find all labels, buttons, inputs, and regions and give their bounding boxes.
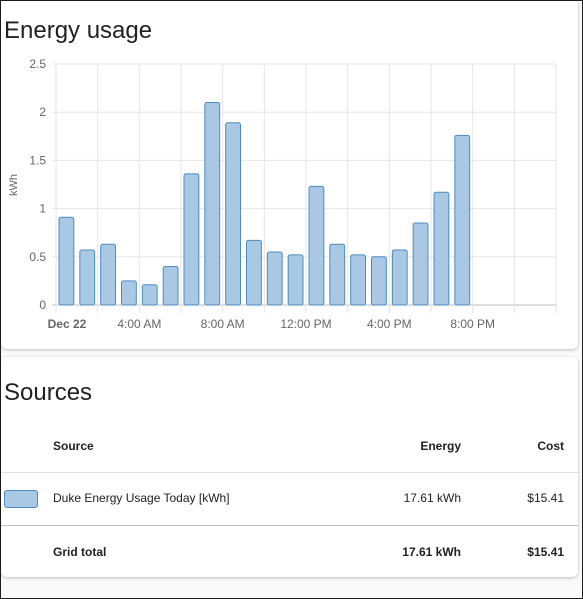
x-tick-label: 12:00 PM xyxy=(280,317,331,331)
x-tick-label: Dec 22 xyxy=(48,317,87,331)
grid-total-label: Grid total xyxy=(53,545,107,559)
energy-bar[interactable] xyxy=(266,251,283,306)
source-color-swatch xyxy=(4,490,38,508)
energy-bar[interactable] xyxy=(329,243,346,306)
energy-bar[interactable] xyxy=(287,254,304,306)
energy-bar[interactable] xyxy=(433,191,450,306)
y-tick-label: 0 xyxy=(39,298,46,312)
energy-bar[interactable] xyxy=(391,249,408,306)
energy-bar[interactable] xyxy=(183,173,200,306)
energy-usage-card: Energy usage 0 0.5 1 1.5 2 2.5 Dec 22 4:00 AM 8… xyxy=(1,1,578,349)
total-divider xyxy=(1,525,578,526)
energy-usage-chart: 0 0.5 1 1.5 2 2.5 Dec 22 4:00 AM 8:00 AM 12:00 P… xyxy=(8,57,557,331)
energy-bar[interactable] xyxy=(246,239,262,306)
energy-bar[interactable] xyxy=(141,284,158,306)
energy-usage-title: Energy usage xyxy=(4,17,153,44)
energy-bar[interactable] xyxy=(100,243,116,306)
y-tick-label: 2 xyxy=(39,105,46,119)
energy-bar[interactable] xyxy=(308,185,325,306)
y-tick-label: 1.5 xyxy=(29,153,46,167)
x-tick-label: 8:00 AM xyxy=(201,317,245,331)
y-tick-label: 0.5 xyxy=(29,250,46,264)
x-tick-label: 8:00 PM xyxy=(450,317,495,331)
energy-bar[interactable] xyxy=(350,254,366,306)
energy-bar[interactable] xyxy=(225,122,242,306)
energy-column-header: Energy xyxy=(420,439,461,453)
y-tick-label: 2.5 xyxy=(29,57,46,71)
source-column-header: Source xyxy=(53,439,94,453)
source-cost: $15.41 xyxy=(527,491,564,505)
y-tick-label: 1 xyxy=(39,202,46,216)
header-divider xyxy=(1,472,578,473)
energy-bar[interactable] xyxy=(204,102,221,306)
energy-bar[interactable] xyxy=(58,216,75,306)
energy-bar[interactable] xyxy=(371,256,387,306)
grid-total-cost: $15.41 xyxy=(527,545,564,559)
energy-bar[interactable] xyxy=(454,134,471,306)
y-axis-label: kWh xyxy=(8,174,20,196)
x-tick-label: 4:00 PM xyxy=(367,317,412,331)
x-tick-label: 4:00 AM xyxy=(117,317,161,331)
sources-title: Sources xyxy=(4,379,93,406)
source-name: Duke Energy Usage Today [kWh] xyxy=(53,491,230,505)
source-energy: 17.61 kWh xyxy=(403,491,461,505)
energy-bar[interactable] xyxy=(412,222,429,306)
energy-bar[interactable] xyxy=(162,265,179,306)
energy-bar[interactable] xyxy=(121,280,137,306)
cost-column-header: Cost xyxy=(537,439,564,453)
energy-bar[interactable] xyxy=(79,249,96,306)
grid-total-energy: 17.61 kWh xyxy=(402,545,461,559)
sources-card: Sources Source Energy Cost Duke Energy U… xyxy=(1,357,578,577)
